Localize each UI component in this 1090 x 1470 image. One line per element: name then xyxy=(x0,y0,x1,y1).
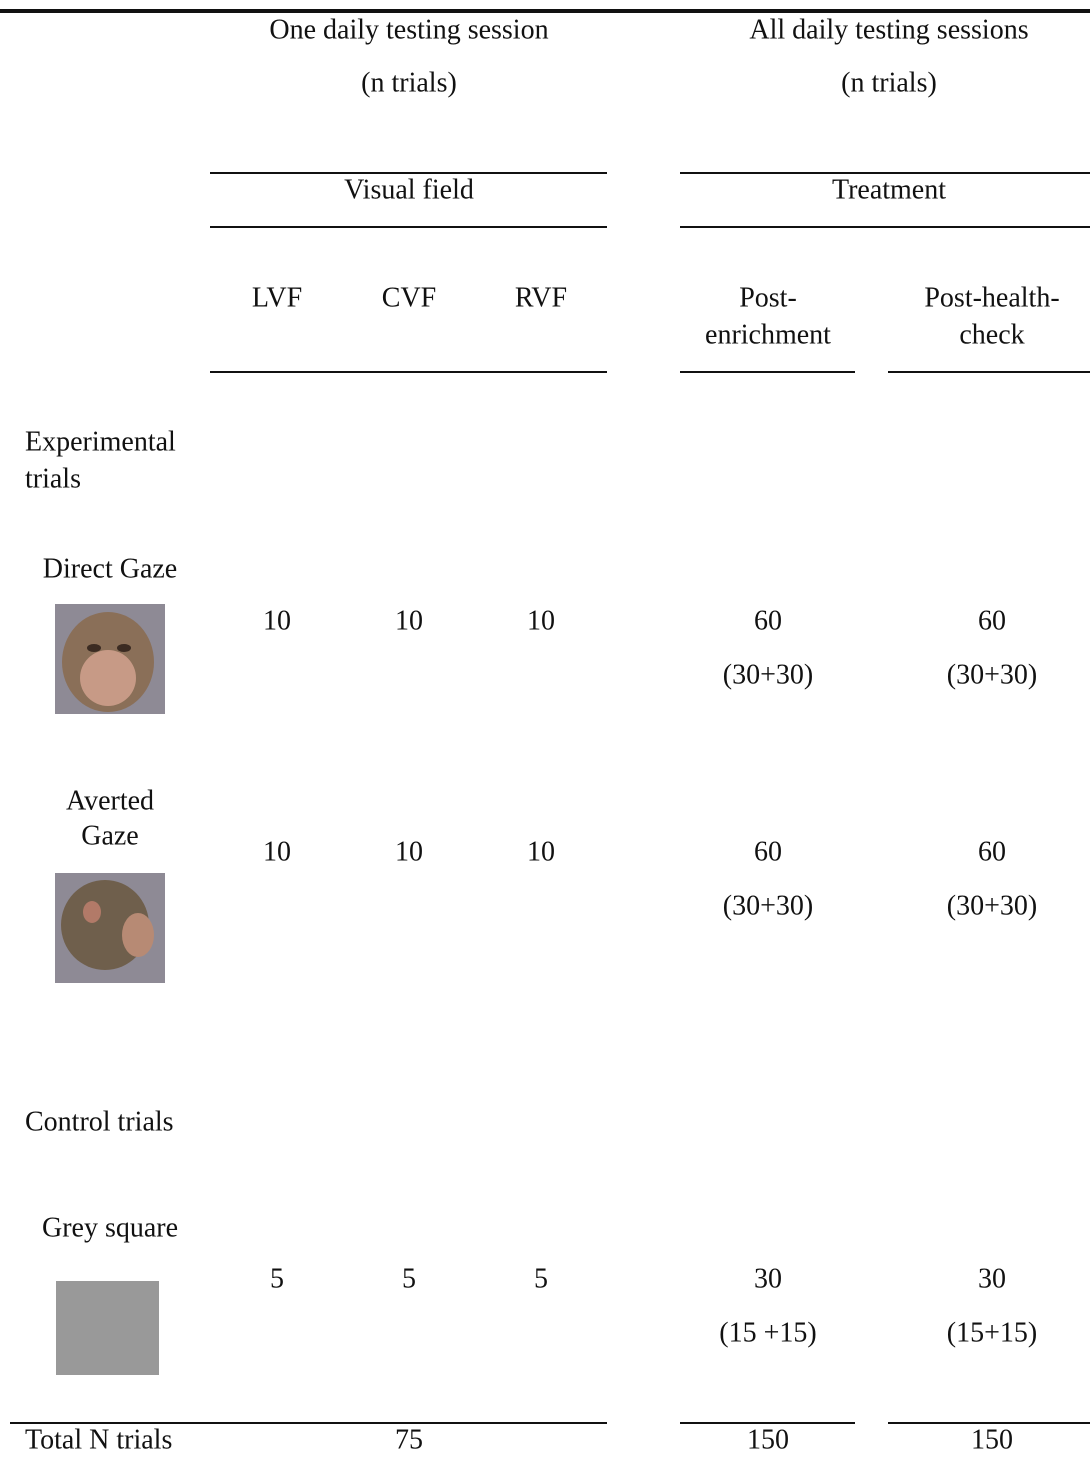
group-label: Visual field xyxy=(344,174,474,205)
row-label: Gaze xyxy=(81,820,139,851)
group-label: Treatment xyxy=(832,174,946,205)
direct-gaze-image xyxy=(55,604,165,714)
column-header: LVF xyxy=(252,282,302,313)
section-label: Control trials xyxy=(25,1106,174,1137)
cell: 60 xyxy=(754,836,782,867)
cell: (30+30) xyxy=(947,890,1037,921)
header-note: (n trials) xyxy=(361,67,457,98)
cell: 10 xyxy=(395,605,423,636)
cell: (30+30) xyxy=(723,890,813,921)
cell: 60 xyxy=(978,836,1006,867)
cell: (15 +15) xyxy=(719,1317,816,1348)
header-title: All daily testing sessions xyxy=(749,14,1028,45)
grey-square-image xyxy=(56,1281,159,1375)
cell: 10 xyxy=(395,836,423,867)
column-header: RVF xyxy=(515,282,567,313)
cell: 5 xyxy=(534,1263,548,1294)
column-header: enrichment xyxy=(705,319,831,350)
total-value: 150 xyxy=(747,1424,789,1455)
header-title: One daily testing session xyxy=(269,14,548,45)
column-header: Post-health- xyxy=(924,282,1059,313)
cell: 60 xyxy=(978,605,1006,636)
column-header: Post- xyxy=(739,282,797,313)
total-value: 150 xyxy=(971,1424,1013,1455)
cell: 5 xyxy=(402,1263,416,1294)
cell: 10 xyxy=(527,836,555,867)
cell: 30 xyxy=(754,1263,782,1294)
row-label: Direct Gaze xyxy=(43,553,177,584)
header-note: (n trials) xyxy=(841,67,937,98)
cell: 10 xyxy=(263,605,291,636)
cell: (30+30) xyxy=(723,659,813,690)
averted-gaze-image xyxy=(55,873,165,983)
total-label: Total N trials xyxy=(25,1424,172,1455)
section-label: trials xyxy=(25,463,81,494)
row-label: Averted xyxy=(66,785,154,816)
cell: (15+15) xyxy=(947,1317,1037,1348)
cell: 60 xyxy=(754,605,782,636)
cell: 5 xyxy=(270,1263,284,1294)
cell: 10 xyxy=(527,605,555,636)
column-header: CVF xyxy=(382,282,436,313)
total-value: 75 xyxy=(395,1424,423,1455)
cell: 10 xyxy=(263,836,291,867)
cell: 30 xyxy=(978,1263,1006,1294)
cell: (30+30) xyxy=(947,659,1037,690)
row-label: Grey square xyxy=(42,1212,178,1243)
column-header: check xyxy=(959,319,1024,350)
section-label: Experimental xyxy=(25,426,176,457)
